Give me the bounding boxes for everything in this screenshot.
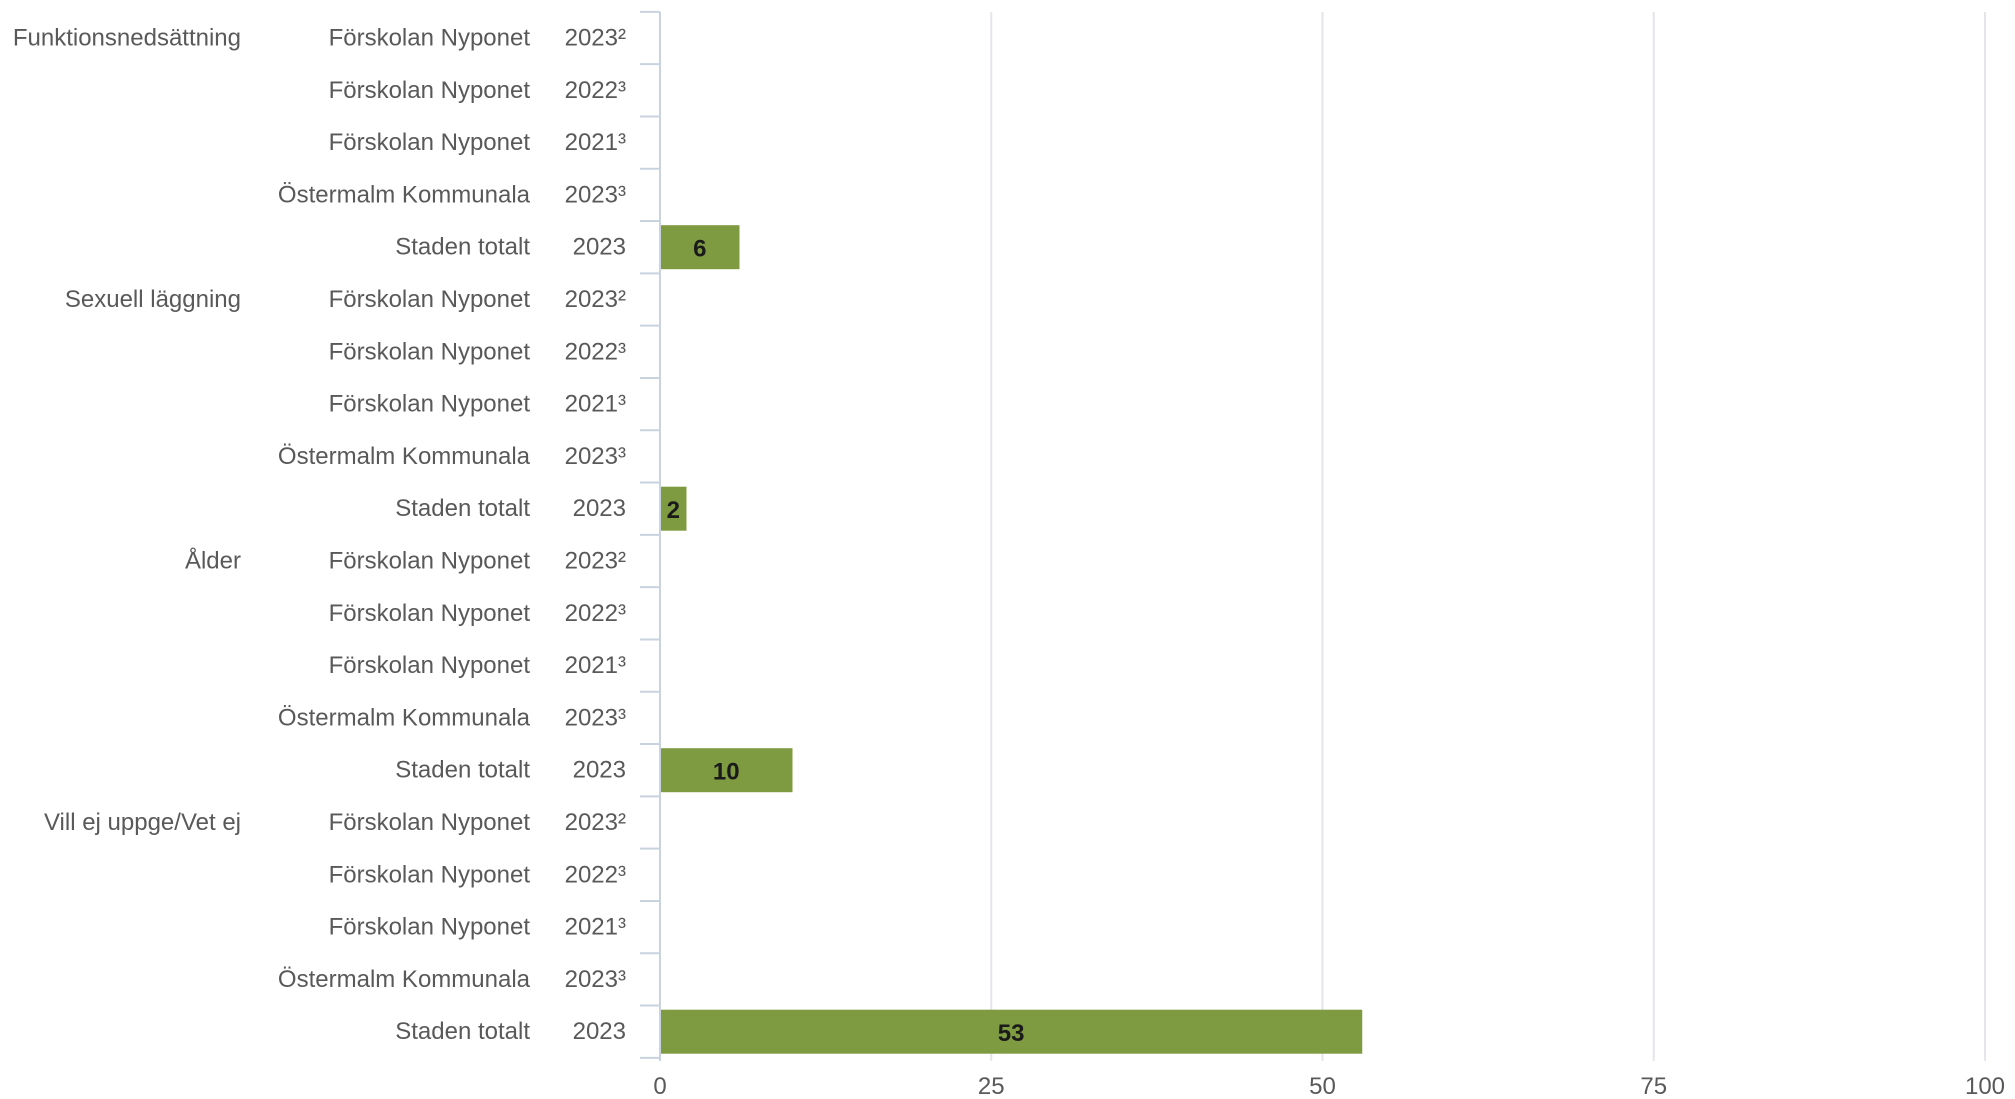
unit-label: Förskolan Nyponet bbox=[329, 861, 531, 888]
unit-label: Förskolan Nyponet bbox=[329, 77, 531, 104]
unit-label: Förskolan Nyponet bbox=[329, 338, 531, 365]
bar bbox=[660, 225, 740, 270]
x-tick-label: 0 bbox=[653, 1073, 666, 1099]
category-labels: Funktionsnedsättning Förskolan Nyponet 202… bbox=[13, 25, 626, 1046]
x-tick-label: 100 bbox=[1965, 1073, 2005, 1099]
year-label: 2023² bbox=[565, 809, 626, 836]
data-label: 6 bbox=[693, 236, 706, 263]
unit-label: Förskolan Nyponet bbox=[329, 809, 531, 836]
year-label: 2022³ bbox=[565, 77, 626, 104]
data-label: 10 bbox=[713, 759, 740, 786]
unit-label: Staden totalt bbox=[395, 234, 530, 261]
group-label: Vill ej uppge/Vet ej bbox=[44, 809, 241, 836]
x-tick-label: 75 bbox=[1640, 1073, 1667, 1099]
group-label: Funktionsnedsättning bbox=[13, 25, 241, 52]
unit-label: Östermalm Kommunala bbox=[278, 966, 531, 993]
gridlines bbox=[990, 12, 1986, 1061]
unit-label: Förskolan Nyponet bbox=[329, 391, 531, 418]
group-label: Sexuell läggning bbox=[65, 286, 241, 313]
unit-label: Staden totalt bbox=[395, 757, 530, 784]
unit-label: Förskolan Nyponet bbox=[329, 129, 531, 156]
year-label: 2023 bbox=[573, 1018, 626, 1045]
unit-label: Östermalm Kommunala bbox=[278, 443, 531, 470]
unit-label: Förskolan Nyponet bbox=[329, 600, 531, 627]
unit-label: Staden totalt bbox=[395, 1018, 530, 1045]
year-label: 2021³ bbox=[565, 129, 626, 156]
year-label: 2023³ bbox=[565, 443, 626, 470]
x-tick-label: 25 bbox=[978, 1073, 1005, 1099]
year-label: 2021³ bbox=[565, 914, 626, 941]
bar bbox=[660, 486, 687, 531]
year-label: 2023³ bbox=[565, 966, 626, 993]
year-label: 2023² bbox=[565, 286, 626, 313]
year-label: 2023 bbox=[573, 757, 626, 784]
year-label: 2023³ bbox=[565, 181, 626, 208]
year-label: 2022³ bbox=[565, 338, 626, 365]
year-label: 2023³ bbox=[565, 704, 626, 731]
unit-label: Staden totalt bbox=[395, 495, 530, 522]
unit-label: Förskolan Nyponet bbox=[329, 25, 531, 52]
data-label: 53 bbox=[998, 1020, 1025, 1047]
unit-label: Förskolan Nyponet bbox=[329, 548, 531, 575]
unit-label: Östermalm Kommunala bbox=[278, 704, 531, 731]
bars: 6 2 10 53 bbox=[660, 225, 1363, 1054]
year-label: 2023² bbox=[565, 548, 626, 575]
year-label: 2022³ bbox=[565, 861, 626, 888]
bar bbox=[660, 748, 793, 793]
year-label: 2023² bbox=[565, 25, 626, 52]
x-tick-label: 50 bbox=[1309, 1073, 1336, 1099]
group-label: Ålder bbox=[185, 547, 241, 575]
year-label: 2021³ bbox=[565, 391, 626, 418]
year-label: 2021³ bbox=[565, 652, 626, 679]
unit-label: Förskolan Nyponet bbox=[329, 286, 531, 313]
x-axis-ticks: 0 25 50 75 100 bbox=[653, 1073, 2005, 1099]
year-label: 2023 bbox=[573, 495, 626, 522]
unit-label: Förskolan Nyponet bbox=[329, 652, 531, 679]
unit-label: Förskolan Nyponet bbox=[329, 914, 531, 941]
year-label: 2023 bbox=[573, 234, 626, 261]
year-label: 2022³ bbox=[565, 600, 626, 627]
unit-label: Östermalm Kommunala bbox=[278, 181, 531, 208]
data-label: 2 bbox=[667, 497, 680, 524]
bar bbox=[660, 1009, 1363, 1054]
y-axis bbox=[640, 10, 661, 1061]
